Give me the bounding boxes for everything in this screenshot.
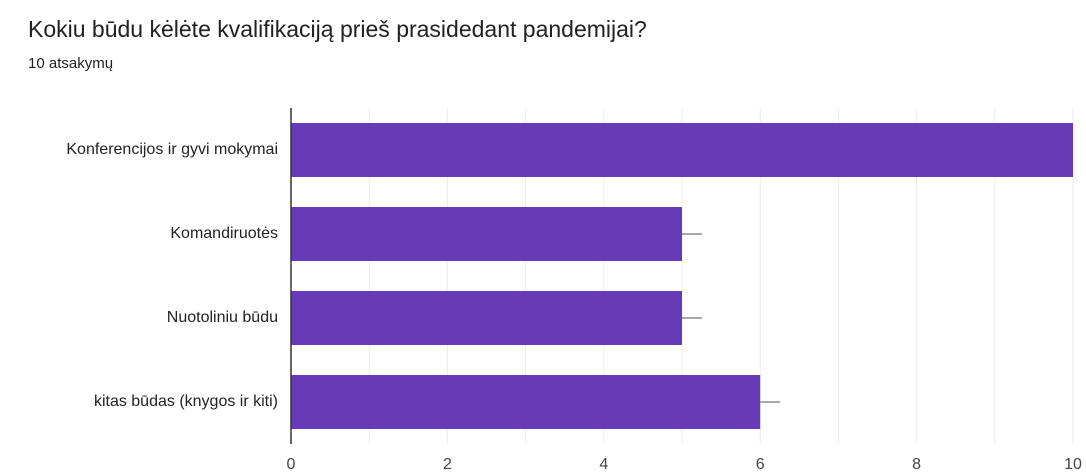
- bar: [291, 375, 761, 429]
- category-label: kitas būdas (knygos ir kiti): [94, 393, 278, 410]
- x-tick-label: 8: [912, 456, 921, 473]
- x-tick-labels: 0 2 4 6 8 10: [287, 456, 1082, 473]
- bar: [291, 291, 682, 345]
- x-tick-label: 2: [443, 456, 452, 473]
- x-tick-label: 0: [287, 456, 296, 473]
- category-labels: Konferencijos ir gyvi mokymai Komandiruot…: [66, 141, 278, 410]
- bar: [291, 123, 1073, 177]
- bar: [291, 207, 682, 261]
- response-count: 10 atsakymų: [28, 55, 114, 72]
- category-label: Komandiruotės: [170, 225, 278, 242]
- bars: [291, 123, 1073, 429]
- category-label: Nuotoliniu būdu: [167, 309, 278, 326]
- x-tick-label: 6: [756, 456, 765, 473]
- category-label: Konferencijos ir gyvi mokymai: [66, 141, 278, 158]
- chart-title: Kokiu būdu kėlėte kvalifikaciją prieš pr…: [28, 16, 647, 42]
- x-tick-label: 4: [599, 456, 608, 473]
- error-bars: [682, 233, 781, 403]
- x-tick-label: 10: [1064, 456, 1082, 473]
